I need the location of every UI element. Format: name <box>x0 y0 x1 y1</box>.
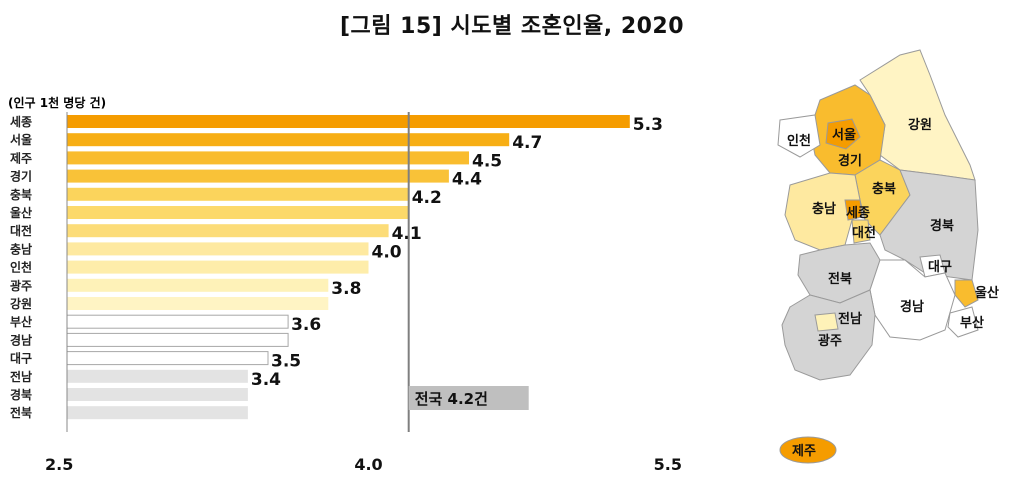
map-region-전남 <box>781 289 876 381</box>
x-tick-label: 4.0 <box>354 455 382 474</box>
category-label: 전남 <box>10 369 32 384</box>
category-label: 울산 <box>10 205 32 220</box>
bar-경기 <box>67 169 449 183</box>
map-label-부산: 부산 <box>960 315 984 331</box>
value-label: 3.8 <box>331 279 361 299</box>
map-label-대구: 대구 <box>928 260 952 275</box>
map-region-충남 <box>784 172 861 251</box>
value-label: 4.4 <box>452 170 482 190</box>
bar-전북 <box>67 406 248 420</box>
map-region-인천 <box>777 114 821 158</box>
map-label-경남: 경남 <box>900 299 924 315</box>
value-label: 4.5 <box>472 151 502 171</box>
value-label: 3.4 <box>251 370 281 390</box>
category-label: 대구 <box>10 352 32 366</box>
chart-title: [그림 15] 시도별 조혼인율, 2020 <box>339 14 685 39</box>
national-average-box <box>408 386 529 410</box>
bar-경남 <box>66 332 289 347</box>
category-label: 광주 <box>10 278 32 293</box>
bar-충남 <box>67 242 369 256</box>
value-label: 4.7 <box>512 133 542 153</box>
bar-대구 <box>66 351 269 366</box>
bar-울산 <box>67 206 409 219</box>
x-tick-label: 2.5 <box>45 455 73 474</box>
category-label: 충북 <box>10 187 32 202</box>
bar-강원 <box>67 297 329 310</box>
map-region-부산 <box>947 306 979 338</box>
bar-세종 <box>67 115 630 128</box>
map-label-충남: 충남 <box>812 201 836 217</box>
map-region-대전 <box>851 219 871 244</box>
category-label: 전북 <box>10 405 32 420</box>
value-label: 4.0 <box>372 242 402 262</box>
category-label: 경기 <box>10 169 32 184</box>
bar-부산 <box>66 314 289 329</box>
reference-layer: 전국 4.2건 <box>407 112 529 432</box>
map-label-전북: 전북 <box>828 271 852 287</box>
category-label: 인천 <box>10 260 32 275</box>
bar-경북 <box>67 388 248 401</box>
korea-map: 인천 서울 경기 강원 충북 충남 세종 대전 경북 대구 울산 전북 경남 부… <box>777 49 999 464</box>
map-label-경북: 경북 <box>930 218 954 234</box>
map-region-서울 <box>825 118 861 150</box>
bar-chart: (인구 1천 명당 건) 세종 5.3 서울 4.7 제주 4.5 경기 4.4 충북 4.2 울산… <box>8 95 682 474</box>
map-region-제주 <box>779 436 837 464</box>
category-label: 강원 <box>10 297 32 311</box>
value-label: 5.3 <box>633 115 663 135</box>
bars-layer <box>66 115 630 420</box>
map-label-전남: 광주 <box>818 334 842 349</box>
category-label: 서울 <box>10 132 32 147</box>
map-label-서울: 서울 <box>832 127 856 143</box>
map-label-광주: 전남 <box>838 311 862 327</box>
map-label-강원: 강원 <box>908 117 932 133</box>
bar-대전 <box>67 224 389 238</box>
category-label: 대전 <box>10 223 32 238</box>
map-label-인천: 인천 <box>787 133 811 149</box>
value-label: 4.2 <box>412 188 442 208</box>
bar-전남 <box>67 369 248 383</box>
category-label: 제주 <box>10 151 32 165</box>
bar-제주 <box>67 151 469 165</box>
value-label: 3.6 <box>291 315 321 335</box>
category-label: 경북 <box>10 388 32 402</box>
map-region-울산 <box>954 279 979 308</box>
national-average-label: 전국 4.2건 <box>415 390 488 408</box>
category-label: 부산 <box>10 314 32 329</box>
value-label: 3.5 <box>271 352 301 372</box>
map-label-대전: 대전 <box>852 225 876 241</box>
value-label: 4.1 <box>392 224 422 244</box>
map-region-광주 <box>814 312 839 332</box>
bar-인천 <box>67 260 369 274</box>
category-label: 세종 <box>10 114 32 129</box>
map-label-경기: 경기 <box>838 153 862 169</box>
bar-충북 <box>67 187 409 201</box>
map-label-충북: 충북 <box>872 181 896 197</box>
map-label-세종: 세종 <box>846 206 870 221</box>
x-tick-label: 5.5 <box>654 455 682 474</box>
category-label: 충남 <box>10 241 32 256</box>
bar-광주 <box>67 278 329 292</box>
ticks-layer: 2.5 4.0 5.5 <box>45 112 682 474</box>
bar-서울 <box>67 133 510 147</box>
map-region-세종 <box>844 199 863 221</box>
category-label: 경남 <box>10 332 32 347</box>
map-label-제주: 제주 <box>792 444 816 459</box>
unit-label: (인구 1천 명당 건) <box>8 95 106 110</box>
map-label-울산: 울산 <box>975 285 999 301</box>
